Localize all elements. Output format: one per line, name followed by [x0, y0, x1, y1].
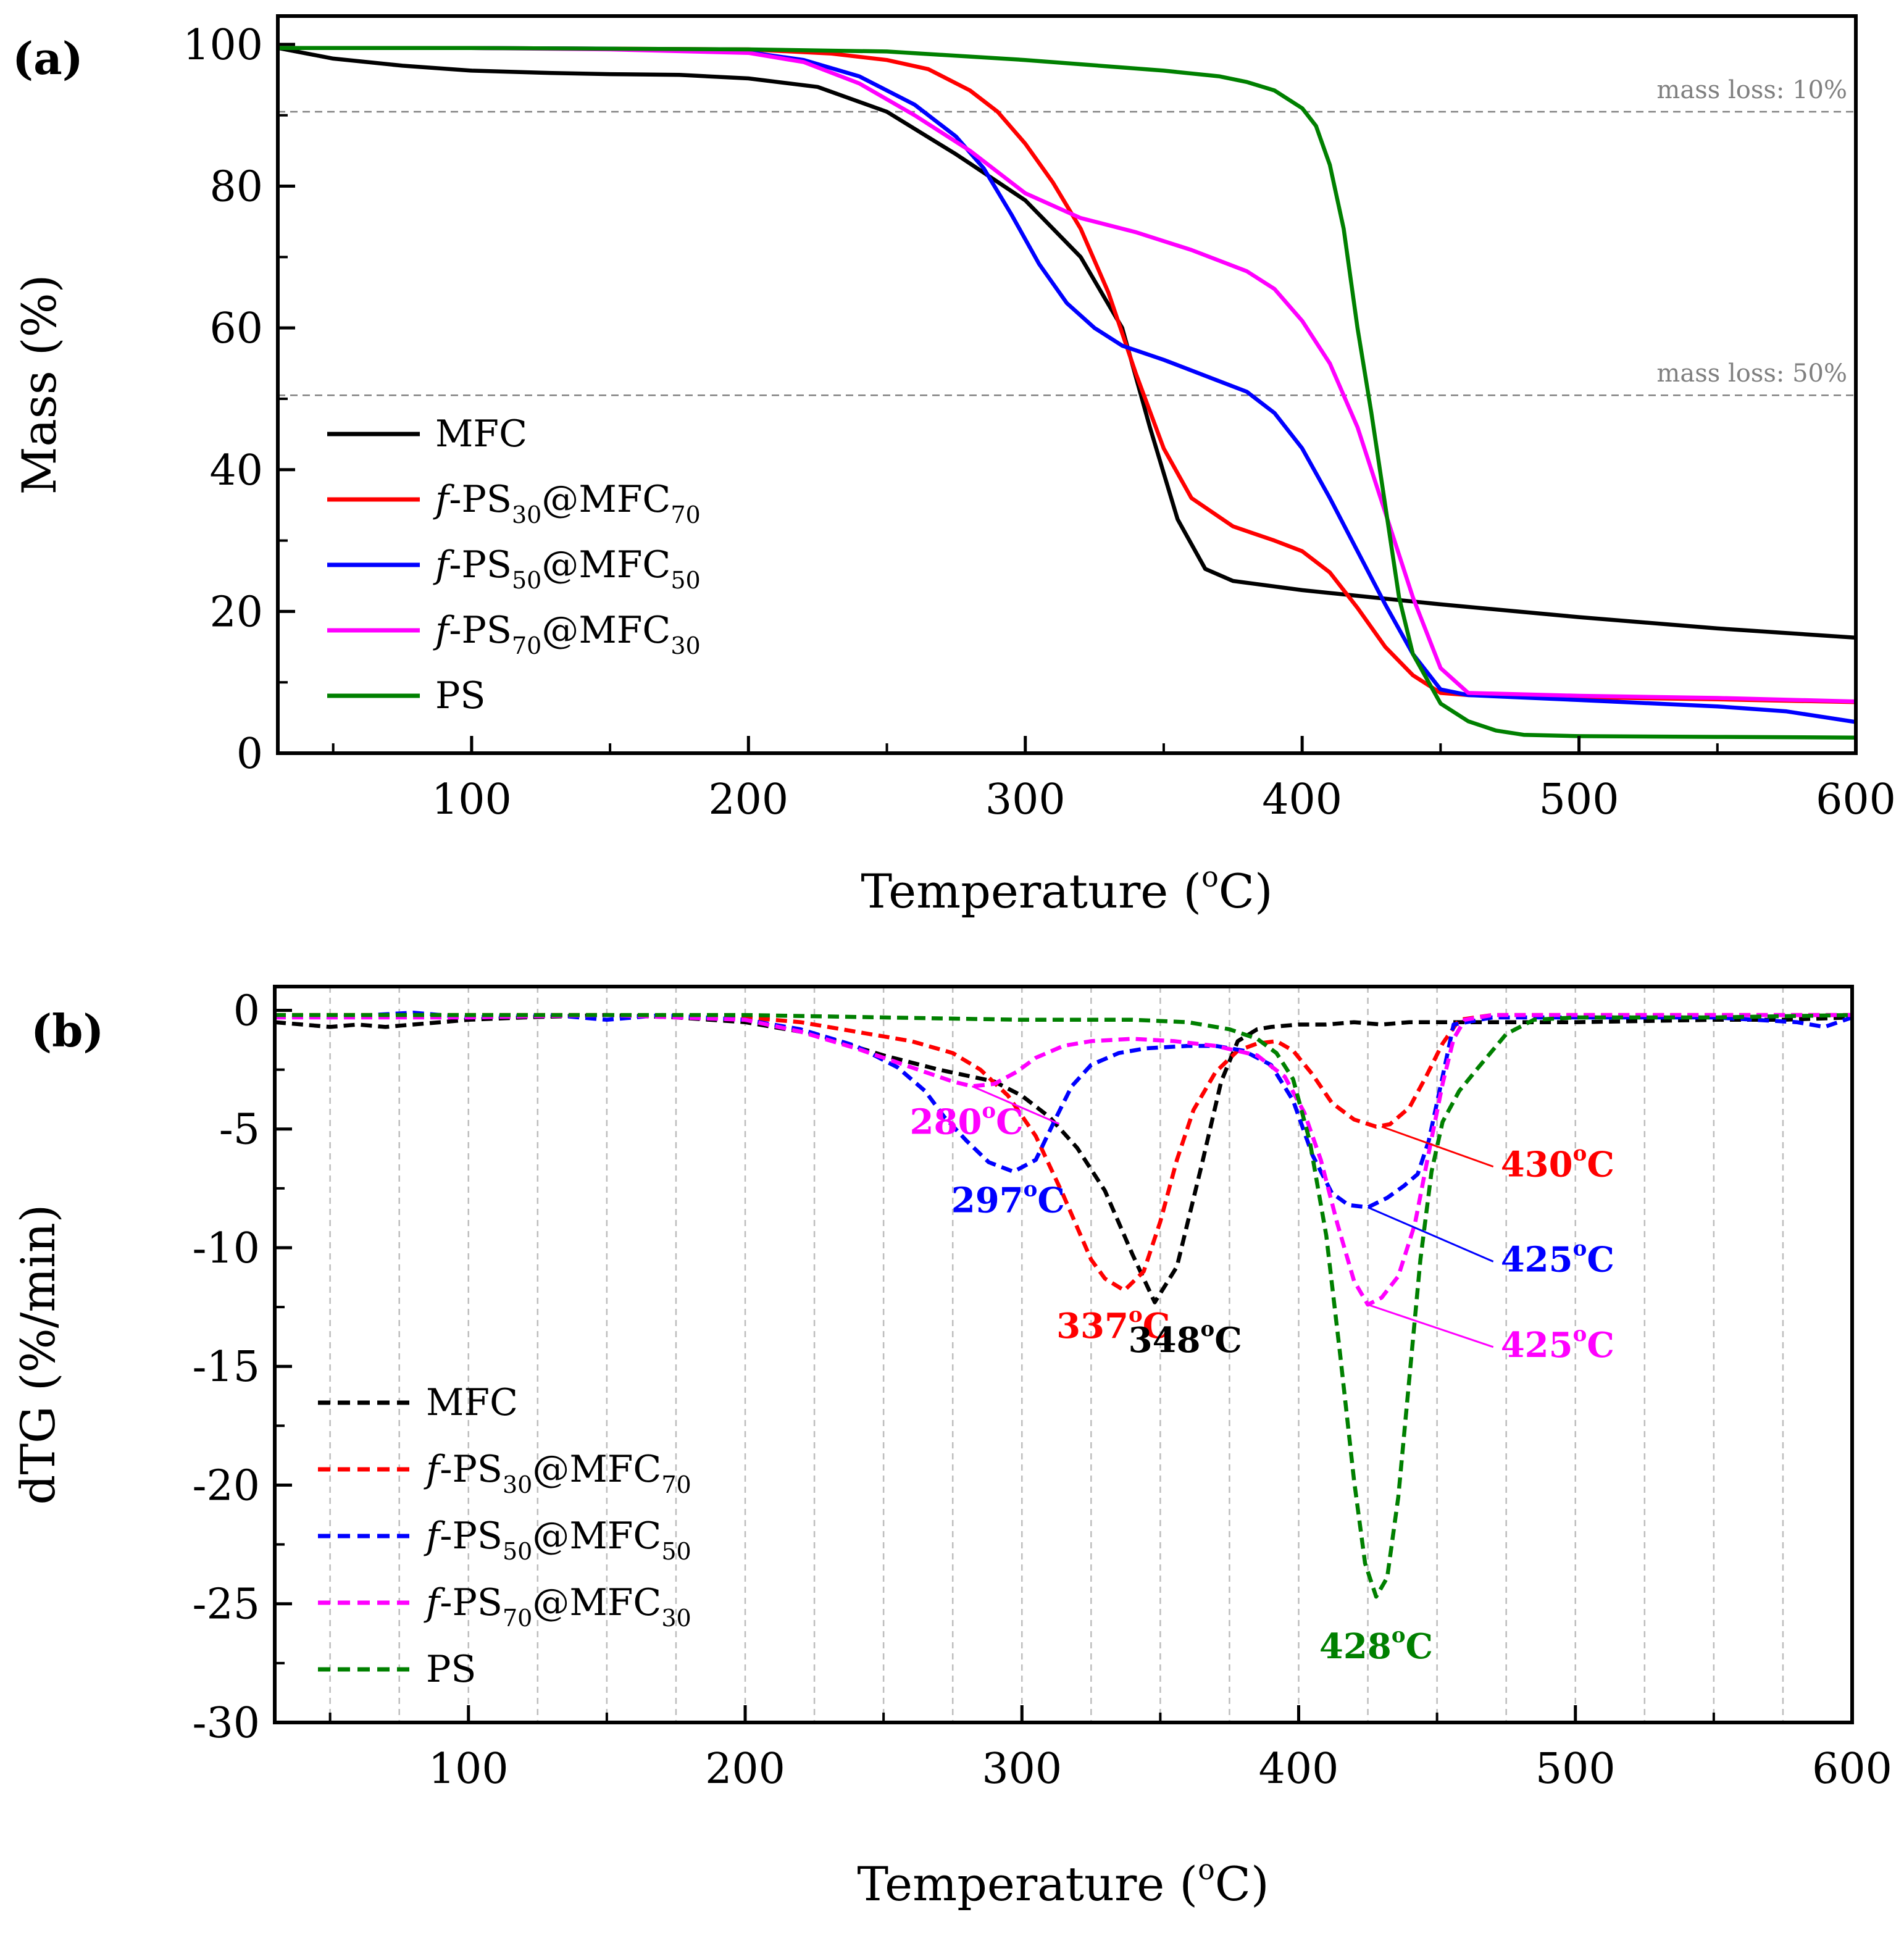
peak-annotation: 337oC [1056, 1303, 1170, 1346]
x-tick-label: 100 [432, 775, 512, 824]
peak-annotation: 425oC [1501, 1322, 1614, 1366]
x-tick-label: 200 [705, 1745, 785, 1793]
panel-b-y-axis-title: dTG (%/min) [10, 1204, 65, 1505]
panel-a-series [277, 46, 1856, 740]
reference-label: mass loss: 50% [1656, 359, 1847, 388]
y-tick-label: -30 [192, 1699, 260, 1748]
legend-label: f-PS30@MFC70 [433, 478, 701, 528]
series-line-ps30 [275, 1012, 1852, 1293]
panel-a-x-axis-title: Temperature (oC) [861, 860, 1272, 919]
y-tick-label: 40 [209, 446, 263, 495]
legend-item-ps70: f-PS70@MFC30 [327, 609, 701, 659]
annotation-leader [1381, 1125, 1494, 1168]
y-tick-label: -10 [192, 1224, 260, 1273]
x-tick-label: 200 [708, 775, 788, 824]
legend-item-ps: PS [318, 1648, 476, 1691]
legend-item-ps70: f-PS70@MFC30 [318, 1581, 691, 1632]
legend-item-mfc: MFC [327, 412, 527, 456]
panel-b-x-axis-title: Temperature (oC) [857, 1853, 1269, 1911]
legend-item-ps50: f-PS50@MFC50 [318, 1514, 691, 1565]
series-line-ps50 [274, 1011, 1853, 1209]
peak-annotation: 425oC [1501, 1236, 1614, 1280]
series-line-ps30 [278, 46, 1856, 704]
series-line-ps70 [278, 46, 1856, 704]
x-tick-label: 100 [428, 1745, 509, 1793]
legend-label: f-PS30@MFC70 [424, 1448, 691, 1498]
panel-a-plot-frame [276, 14, 1858, 755]
series-line-ps [278, 46, 1856, 740]
series-line-ps70 [275, 1012, 1852, 1307]
y-tick-label: -15 [192, 1343, 260, 1392]
legend-label: f-PS70@MFC30 [424, 1581, 691, 1632]
panel-b-dtg-chart: (b) 100 200 300 400 500 600 0 -5 -10 -15 -20 -25 -30… [10, 985, 1892, 1911]
y-tick-label: 80 [209, 163, 263, 212]
legend-item-ps30: f-PS30@MFC70 [327, 478, 701, 528]
series-line-mfc [277, 46, 1856, 640]
y-tick-label: 60 [209, 304, 263, 353]
panel-a-ticks: 100 200 300 400 500 600 0 20 40 60 80 100 [183, 21, 1896, 824]
legend-label: f-PS50@MFC50 [424, 1514, 691, 1565]
panel-a-legend: MFC f-PS30@MFC70 f-PS50@MFC50 f-PS70@MFC30 P… [327, 412, 701, 717]
panel-b-grid [329, 987, 1784, 1722]
x-tick-label: 600 [1812, 1745, 1892, 1793]
y-tick-label: 100 [183, 21, 263, 70]
x-tick-label: 500 [1539, 775, 1619, 824]
panel-a-reference-lines: mass loss: 10% mass loss: 50% [278, 76, 1856, 396]
x-tick-label: 300 [982, 1745, 1062, 1793]
y-tick-label: 20 [209, 588, 263, 637]
x-tick-label: 300 [985, 775, 1066, 824]
legend-item-ps50: f-PS50@MFC50 [327, 543, 701, 594]
x-tick-label: 500 [1535, 1745, 1616, 1793]
x-tick-label: 400 [1262, 775, 1342, 824]
peak-annotation: 430oC [1501, 1142, 1614, 1185]
reference-label: mass loss: 10% [1656, 76, 1847, 104]
legend-label: f-PS50@MFC50 [433, 543, 701, 594]
x-tick-label: 600 [1816, 775, 1896, 824]
peak-annotation: 280oC [910, 1098, 1024, 1142]
peak-annotation: 297oC [951, 1177, 1065, 1221]
series-line-ps [275, 1012, 1853, 1599]
panel-a-label: (a) [12, 32, 83, 85]
legend-label: PS [426, 1648, 476, 1691]
legend-item-mfc: MFC [318, 1381, 518, 1424]
y-tick-label: 0 [236, 730, 263, 779]
annotation-leader [1367, 1206, 1494, 1263]
legend-item-ps: PS [327, 674, 485, 717]
legend-label: MFC [435, 412, 527, 456]
peak-annotation: 348oC [1129, 1317, 1242, 1361]
legend-label: MFC [426, 1381, 518, 1424]
series-line-ps50 [278, 46, 1856, 724]
y-tick-label: -5 [219, 1106, 260, 1154]
panel-b-series [274, 1011, 1853, 1599]
y-tick-label: 0 [233, 987, 260, 1035]
peak-annotation: 428oC [1319, 1623, 1433, 1667]
legend-label: f-PS70@MFC30 [433, 609, 701, 659]
panel-a-y-axis-title: Mass (%) [12, 275, 67, 495]
panel-b-ticks: 100 200 300 400 500 600 0 -5 -10 -15 -20 -25 -30 [192, 987, 1892, 1793]
y-tick-label: -20 [192, 1461, 260, 1510]
panel-b-plot-frame [273, 985, 1854, 1724]
legend-label: PS [435, 674, 485, 717]
annotation-leader [1367, 1303, 1494, 1348]
panel-b-legend: MFC f-PS30@MFC70 f-PS50@MFC50 f-PS70@MFC30 P… [318, 1381, 691, 1691]
y-tick-label: -25 [192, 1580, 260, 1629]
x-tick-label: 400 [1259, 1745, 1339, 1793]
legend-item-ps30: f-PS30@MFC70 [318, 1448, 691, 1498]
annotation-leader [971, 1085, 1060, 1125]
panel-b-label: (b) [31, 1004, 104, 1057]
panel-a-mass-chart: (a) mass loss: 10%mass loss: 50% 100 200 3… [12, 14, 1896, 919]
series-line-mfc [274, 1012, 1853, 1305]
